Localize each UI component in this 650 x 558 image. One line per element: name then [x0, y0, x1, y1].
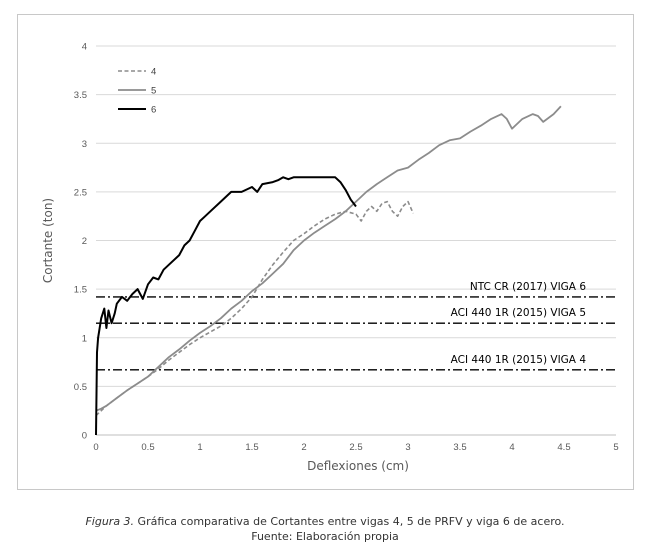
chart: 0 0.5 1 1.5 2 2.5 3 3.5 4 0 0.5 1 1.5 2 2.5 3 3.5 4 4.5 5 De… [41, 42, 619, 474]
y-tick-label: 3 [82, 139, 87, 150]
figure-caption-text: Gráfica comparativa de Cortantes entre v… [134, 515, 565, 528]
x-tick-label: 1 [197, 442, 202, 453]
x-tick-label: 3.5 [453, 442, 466, 453]
y-tick-label: 2.5 [74, 187, 87, 198]
x-tick-label: 5 [613, 442, 618, 453]
legend-label-4: 4 [151, 67, 156, 78]
figure-source: Fuente: Elaboración propia [251, 530, 399, 543]
series-line-5 [95, 105, 562, 412]
y-tick-label: 0.5 [74, 382, 87, 393]
x-tick-label: 0.5 [141, 442, 154, 453]
reference-line-label: ACI 440 1R (2015) VIGA 4 [451, 354, 587, 366]
y-tick-label: 0 [82, 431, 87, 442]
x-tick-label: 3 [405, 442, 410, 453]
x-tick-label: 4.5 [557, 442, 570, 453]
x-axis-title: Deflexiones (cm) [307, 459, 409, 473]
y-tick-label: 1.5 [74, 285, 87, 296]
x-tick-label: 0 [93, 442, 98, 453]
chart-frame [17, 14, 634, 490]
y-tick-label: 1 [82, 333, 87, 344]
series-line-4 [95, 200, 414, 417]
x-tick-label: 2.5 [349, 442, 362, 453]
x-tick-label: 4 [509, 442, 514, 453]
series-line-6 [95, 176, 357, 436]
x-tick-label: 1.5 [245, 442, 258, 453]
y-tick-label: 4 [82, 42, 87, 53]
figure-caption: Figura 3. Gráfica comparativa de Cortant… [0, 515, 650, 528]
figure-label: Figura 3. [85, 515, 135, 528]
y-tick-label: 3.5 [74, 90, 87, 101]
legend-label-6: 6 [151, 105, 156, 116]
reference-line-label: ACI 440 1R (2015) VIGA 5 [451, 307, 586, 319]
reference-line-label: NTC CR (2017) VIGA 6 [470, 281, 586, 293]
legend-label-5: 5 [151, 86, 156, 97]
y-tick-label: 2 [82, 236, 87, 247]
y-axis-title: Cortante (ton) [41, 198, 55, 283]
x-tick-label: 2 [301, 442, 306, 453]
